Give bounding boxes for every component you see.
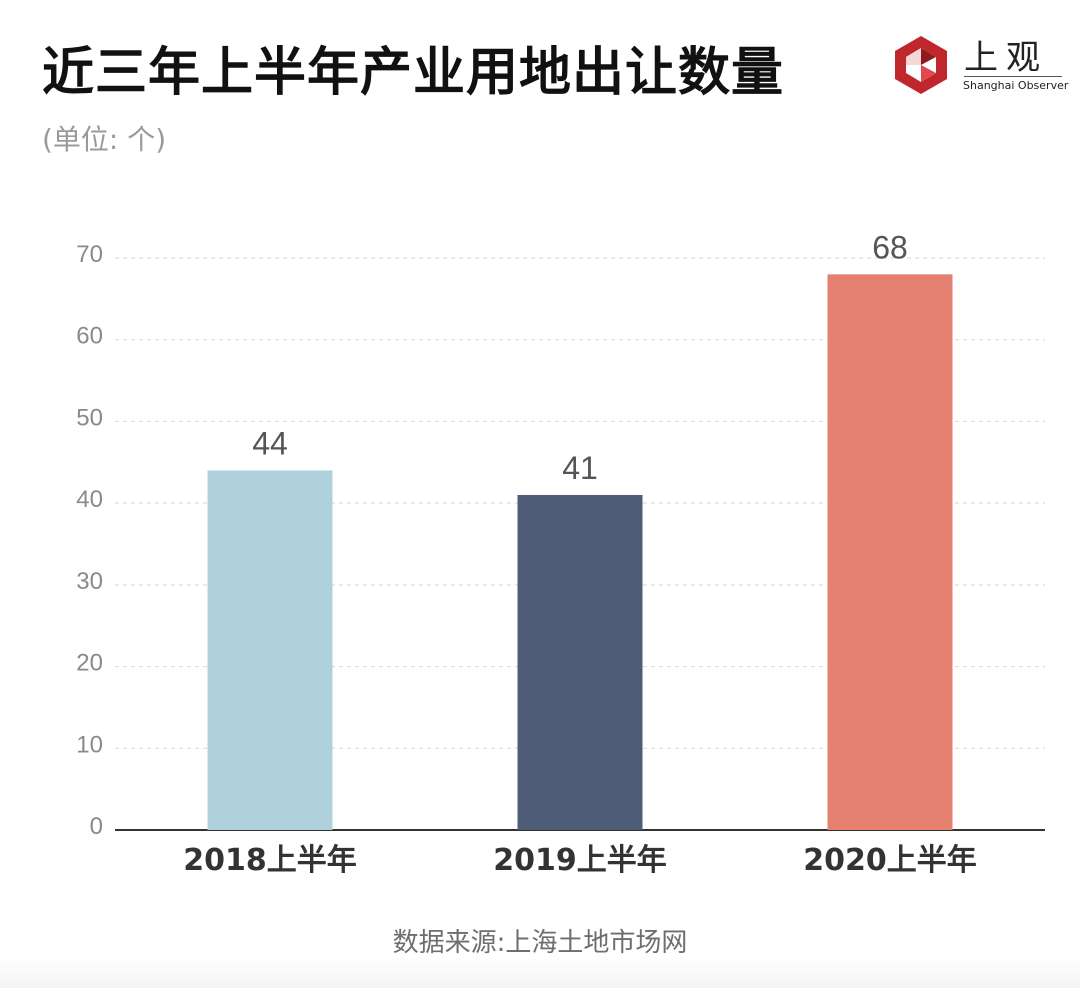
x-tick-label: 2019上半年 bbox=[493, 843, 667, 878]
shanghai-observer-logo-icon bbox=[895, 36, 947, 94]
y-tick-label: 10 bbox=[76, 731, 103, 758]
y-tick-label: 0 bbox=[90, 813, 103, 840]
unit-note: (单位: 个) bbox=[42, 123, 167, 156]
data-label: 44 bbox=[252, 425, 288, 461]
logo-text-en: Shanghai Observer bbox=[963, 79, 1069, 92]
bar-chart: 0 10 20 30 40 50 60 70 44 2018上半年 41 2019上半年 68 2020上… bbox=[76, 229, 1045, 878]
y-tick-label: 30 bbox=[76, 568, 103, 595]
y-tick-label: 60 bbox=[76, 323, 103, 350]
data-label: 68 bbox=[872, 229, 908, 265]
y-tick-label: 20 bbox=[76, 650, 103, 677]
y-tick-label: 70 bbox=[76, 241, 103, 268]
logo-divider bbox=[964, 76, 1062, 77]
bar bbox=[207, 470, 333, 830]
brand-logo: 上观 Shanghai Observer bbox=[890, 34, 1069, 96]
bar bbox=[827, 274, 953, 830]
bar bbox=[517, 494, 643, 830]
logo-text-cn: 上观 bbox=[964, 38, 1048, 78]
data-source: 数据来源:上海土地市场网 bbox=[392, 928, 688, 958]
y-tick-label: 50 bbox=[76, 404, 103, 431]
data-label: 41 bbox=[562, 450, 598, 486]
x-tick-label: 2018上半年 bbox=[183, 843, 357, 878]
x-tick-label: 2020上半年 bbox=[803, 843, 977, 878]
chart-title: 近三年上半年产业用地出让数量 bbox=[42, 43, 785, 103]
y-tick-label: 40 bbox=[76, 486, 103, 513]
